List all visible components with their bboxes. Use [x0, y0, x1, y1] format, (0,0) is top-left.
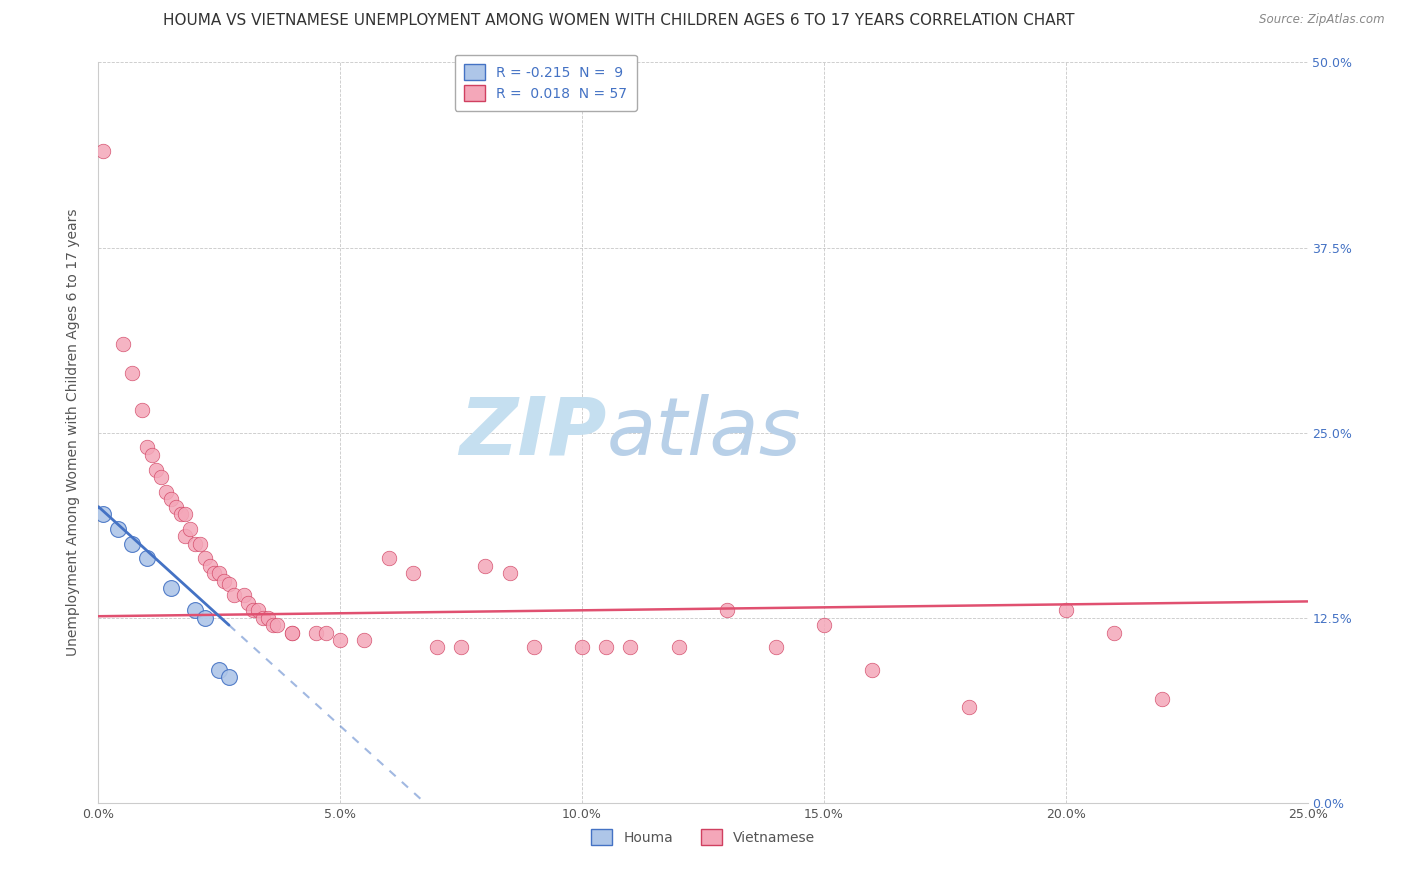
Point	[169, 507, 191, 521]
Point	[198, 558, 221, 573]
Point	[474, 558, 496, 573]
Point	[135, 551, 157, 566]
Point	[208, 566, 231, 581]
Point	[402, 566, 425, 581]
Point	[716, 603, 738, 617]
Point	[315, 625, 337, 640]
Point	[160, 492, 183, 507]
Point	[91, 145, 114, 159]
Text: atlas: atlas	[606, 393, 801, 472]
Point	[1054, 603, 1077, 617]
Point	[619, 640, 641, 655]
Point	[426, 640, 449, 655]
Point	[111, 336, 134, 351]
Point	[571, 640, 593, 655]
Point	[165, 500, 187, 514]
Point	[281, 625, 304, 640]
Point	[281, 625, 304, 640]
Y-axis label: Unemployment Among Women with Children Ages 6 to 17 years: Unemployment Among Women with Children A…	[66, 209, 80, 657]
Point	[266, 618, 288, 632]
Point	[145, 462, 167, 476]
Point	[141, 448, 163, 462]
Legend: Houma, Vietnamese: Houma, Vietnamese	[582, 820, 824, 855]
Point	[179, 522, 201, 536]
Point	[160, 581, 183, 595]
Point	[135, 441, 157, 455]
Point	[450, 640, 472, 655]
Point	[204, 566, 226, 581]
Text: ZIP: ZIP	[458, 393, 606, 472]
Point	[256, 610, 278, 624]
Point	[91, 507, 114, 521]
Point	[212, 574, 235, 588]
Point	[498, 566, 520, 581]
Point	[194, 610, 217, 624]
Point	[595, 640, 617, 655]
Point	[155, 484, 177, 499]
Point	[174, 507, 197, 521]
Point	[523, 640, 546, 655]
Point	[353, 632, 375, 647]
Point	[668, 640, 690, 655]
Point	[107, 522, 129, 536]
Point	[247, 603, 270, 617]
Point	[765, 640, 787, 655]
Text: Source: ZipAtlas.com: Source: ZipAtlas.com	[1260, 13, 1385, 27]
Point	[208, 663, 231, 677]
Point	[238, 596, 260, 610]
Point	[262, 618, 284, 632]
Text: HOUMA VS VIETNAMESE UNEMPLOYMENT AMONG WOMEN WITH CHILDREN AGES 6 TO 17 YEARS CO: HOUMA VS VIETNAMESE UNEMPLOYMENT AMONG W…	[163, 13, 1074, 29]
Point	[813, 618, 835, 632]
Point	[184, 603, 207, 617]
Point	[150, 470, 173, 484]
Point	[860, 663, 883, 677]
Point	[121, 536, 143, 550]
Point	[218, 576, 240, 591]
Point	[252, 610, 274, 624]
Point	[305, 625, 328, 640]
Point	[131, 403, 153, 417]
Point	[1152, 692, 1174, 706]
Point	[377, 551, 399, 566]
Point	[329, 632, 352, 647]
Point	[242, 603, 264, 617]
Point	[232, 589, 254, 603]
Point	[174, 529, 197, 543]
Point	[194, 551, 217, 566]
Point	[957, 699, 980, 714]
Point	[218, 670, 240, 684]
Point	[222, 589, 245, 603]
Point	[188, 536, 211, 550]
Point	[121, 367, 143, 381]
Point	[184, 536, 207, 550]
Point	[1102, 625, 1125, 640]
